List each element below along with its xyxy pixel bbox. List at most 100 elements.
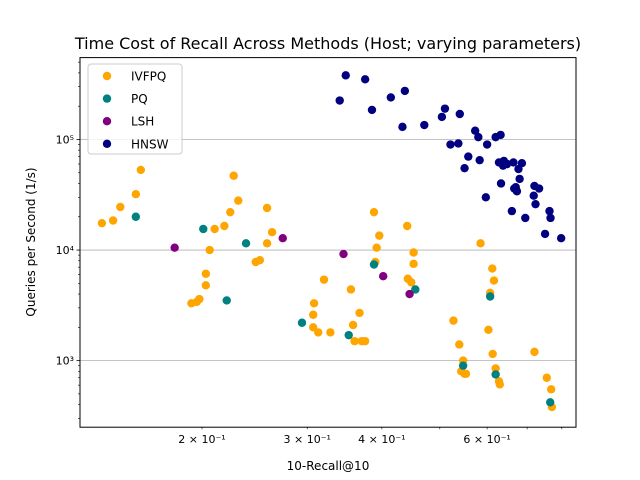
data-point-hnsw — [360, 75, 370, 84]
data-point-hnsw — [398, 122, 407, 132]
data-point-hnsw — [455, 109, 464, 119]
data-point-pq — [297, 318, 307, 327]
data-point-hnsw — [502, 159, 512, 169]
y-tick-label: 10⁵ — [56, 133, 74, 146]
legend-label-hnsw: HNSW — [131, 137, 169, 151]
data-point-hnsw — [464, 152, 473, 161]
data-point-pq — [458, 361, 468, 370]
legend-label-ivfpq: IVFPQ — [131, 70, 166, 84]
data-point-hnsw — [507, 206, 517, 216]
data-point-ivfpq — [372, 243, 381, 252]
data-point-ivfpq — [314, 328, 323, 337]
data-point-ivfpq — [491, 364, 500, 373]
series-pq — [131, 212, 555, 407]
data-point-hnsw — [454, 139, 463, 148]
legend-marker-ivfpq — [102, 71, 112, 81]
data-point-pq — [241, 239, 251, 248]
data-point-ivfpq — [116, 202, 125, 212]
data-point-pq — [344, 330, 353, 340]
data-point-hnsw — [482, 140, 492, 149]
legend-marker-lsh — [102, 117, 112, 126]
x-tick-label: 4 × 10⁻¹ — [358, 433, 405, 446]
data-point-ivfpq — [319, 275, 329, 284]
data-point-pq — [199, 224, 208, 234]
data-point-ivfpq — [262, 239, 272, 248]
data-point-hnsw — [496, 179, 506, 188]
x-axis-label: 10-Recall@10 — [287, 459, 370, 473]
chart-title: Time Cost of Recall Across Methods (Host… — [74, 34, 581, 53]
data-point-hnsw — [470, 126, 480, 135]
data-point-ivfpq — [348, 320, 358, 330]
series-hnsw — [335, 71, 566, 243]
data-point-ivfpq — [489, 276, 499, 285]
data-point-ivfpq — [542, 373, 551, 382]
data-point-ivfpq — [461, 369, 471, 378]
data-point-ivfpq — [547, 385, 556, 394]
data-point-ivfpq — [267, 228, 277, 237]
data-point-hnsw — [400, 86, 410, 96]
data-point-ivfpq — [403, 221, 412, 231]
data-point-ivfpq — [369, 207, 379, 217]
data-point-pq — [485, 292, 495, 301]
x-tick-label: 3 × 10⁻¹ — [284, 433, 331, 446]
data-point-pq — [131, 212, 141, 221]
data-point-ivfpq — [262, 203, 272, 213]
data-point-hnsw — [529, 191, 538, 200]
data-point-hnsw — [556, 233, 566, 243]
data-point-pq — [411, 285, 420, 294]
data-point-hnsw — [481, 193, 491, 202]
data-point-hnsw — [540, 229, 550, 239]
data-point-lsh — [405, 289, 414, 299]
data-point-hnsw — [545, 206, 554, 216]
y-tick-label: 10³ — [56, 355, 74, 368]
data-point-hnsw — [509, 158, 518, 167]
data-point-ivfpq — [201, 269, 211, 278]
data-point-lsh — [339, 249, 348, 259]
data-point-ivfpq — [346, 285, 356, 294]
data-point-hnsw — [460, 163, 469, 173]
data-point-ivfpq — [455, 340, 464, 349]
data-point-ivfpq — [309, 299, 319, 308]
data-point-ivfpq — [409, 248, 418, 257]
data-point-ivfpq — [495, 380, 504, 389]
data-point-pq — [222, 296, 231, 305]
data-point-pq — [369, 260, 379, 269]
data-point-ivfpq — [195, 294, 204, 304]
data-point-hnsw — [531, 199, 540, 209]
data-point-hnsw — [420, 120, 429, 130]
data-point-hnsw — [475, 155, 484, 165]
data-point-hnsw — [496, 130, 505, 140]
data-point-ivfpq — [108, 216, 118, 225]
data-points — [97, 71, 566, 412]
data-point-ivfpq — [136, 165, 146, 175]
axis-ticks: 10³ 10⁴ 10⁵ 2 × 10⁻¹ 3 × 10⁻¹ 4 × 10⁻¹ 6 × 10⁻… — [56, 61, 563, 446]
data-point-ivfpq — [488, 264, 497, 273]
data-point-hnsw — [440, 104, 450, 113]
legend-marker-hnsw — [102, 139, 112, 148]
data-point-ivfpq — [449, 316, 458, 325]
y-tick-label: 10⁴ — [56, 244, 75, 257]
data-point-hnsw — [367, 105, 377, 115]
data-point-ivfpq — [234, 196, 243, 205]
data-point-ivfpq — [210, 224, 219, 234]
data-point-ivfpq — [530, 347, 539, 357]
data-point-hnsw — [335, 96, 344, 105]
data-point-lsh — [278, 233, 287, 243]
legend-marker-pq — [102, 94, 112, 103]
data-point-hnsw — [517, 159, 527, 168]
data-point-ivfpq — [355, 308, 364, 318]
data-point-hnsw — [534, 184, 544, 193]
data-point-hnsw — [546, 213, 555, 223]
data-point-hnsw — [521, 213, 530, 223]
data-point-hnsw — [437, 112, 447, 122]
data-point-ivfpq — [484, 325, 493, 334]
legend-label-lsh: LSH — [131, 115, 154, 129]
data-point-pq — [491, 370, 500, 379]
data-point-ivfpq — [131, 189, 141, 199]
data-point-ivfpq — [255, 255, 265, 265]
series-lsh — [170, 233, 414, 299]
legend-label-pq: PQ — [131, 92, 148, 106]
legend-box — [87, 63, 183, 155]
data-point-ivfpq — [226, 207, 235, 217]
